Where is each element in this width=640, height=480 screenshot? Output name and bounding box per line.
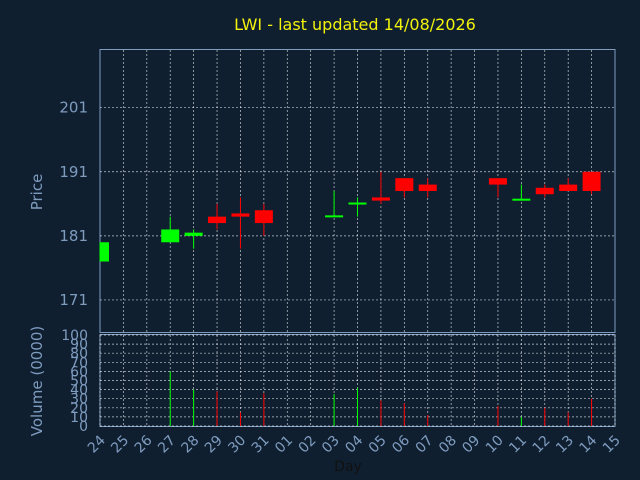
- candle-body: [208, 216, 227, 224]
- volume-axis-label: Volume (0000): [28, 326, 46, 436]
- x-tick-label: 05: [366, 433, 390, 457]
- x-tick-label: 02: [296, 433, 320, 457]
- candle-body: [348, 202, 367, 205]
- x-tick-label: 10: [483, 433, 507, 457]
- candle-body: [371, 197, 390, 201]
- candle-body: [582, 171, 601, 191]
- price-axis-label: Price: [28, 174, 46, 211]
- candle-body: [100, 242, 109, 262]
- volume-bars: [169, 371, 593, 426]
- price-tick-label: 191: [59, 163, 88, 181]
- x-axis-label: Day: [334, 459, 362, 475]
- x-tick-label: 07: [413, 433, 437, 457]
- candle-body: [512, 198, 531, 201]
- x-tick-label: 30: [225, 433, 249, 457]
- x-tick-label: 09: [459, 433, 483, 457]
- candle-body: [254, 210, 273, 224]
- candle-body: [418, 184, 437, 191]
- price-panel: [99, 49, 616, 333]
- x-tick-label: 04: [342, 432, 366, 456]
- volume-tick-label: 0: [79, 419, 88, 435]
- x-tick-label: 08: [436, 433, 460, 457]
- volume-tick-label: 60: [70, 364, 88, 380]
- x-tick-label: 15: [600, 433, 624, 457]
- x-tick-label: 31: [249, 433, 273, 457]
- x-tick-label: 14: [576, 432, 600, 456]
- volume-tick-label: 30: [70, 392, 88, 408]
- x-tick-label: 03: [319, 433, 343, 457]
- volume-tick-label: 80: [70, 346, 88, 362]
- volume-tick-label: 70: [70, 355, 88, 371]
- x-tick-label: 01: [272, 433, 296, 457]
- candle-body: [559, 184, 578, 191]
- x-tick-label: 24: [85, 432, 109, 456]
- x-tick-label: 26: [132, 432, 156, 456]
- candle-body: [395, 178, 414, 191]
- candle-body: [231, 213, 250, 217]
- x-tick-label: 13: [553, 433, 577, 457]
- chart-title: LWI - last updated 14/08/2026: [234, 15, 476, 34]
- volume-tick-label: 50: [70, 374, 88, 390]
- candle-body: [488, 178, 507, 185]
- price-tick-label: 171: [59, 291, 88, 309]
- volume-tick-label: 90: [70, 337, 88, 353]
- volume-tick-label: 20: [70, 401, 88, 417]
- candle-body: [184, 232, 203, 236]
- x-tick-label: 11: [506, 433, 530, 457]
- x-tick-label: 06: [389, 432, 413, 456]
- x-tick-label: 27: [155, 433, 179, 457]
- price-tick-label: 201: [59, 99, 88, 117]
- x-tick-label: 25: [108, 433, 132, 457]
- candle-body: [535, 187, 554, 195]
- candle-body: [161, 229, 180, 243]
- x-tick-label: 12: [530, 433, 554, 457]
- volume-tick-label: 40: [70, 383, 88, 399]
- volume-tick-label: 10: [70, 410, 88, 426]
- candle-body: [325, 215, 344, 218]
- price-tick-label: 181: [59, 227, 88, 245]
- volume-tick-label: 100: [61, 328, 88, 344]
- x-tick-label: 29: [202, 433, 226, 457]
- x-tick-label: 28: [179, 433, 203, 457]
- candles: [99, 171, 601, 262]
